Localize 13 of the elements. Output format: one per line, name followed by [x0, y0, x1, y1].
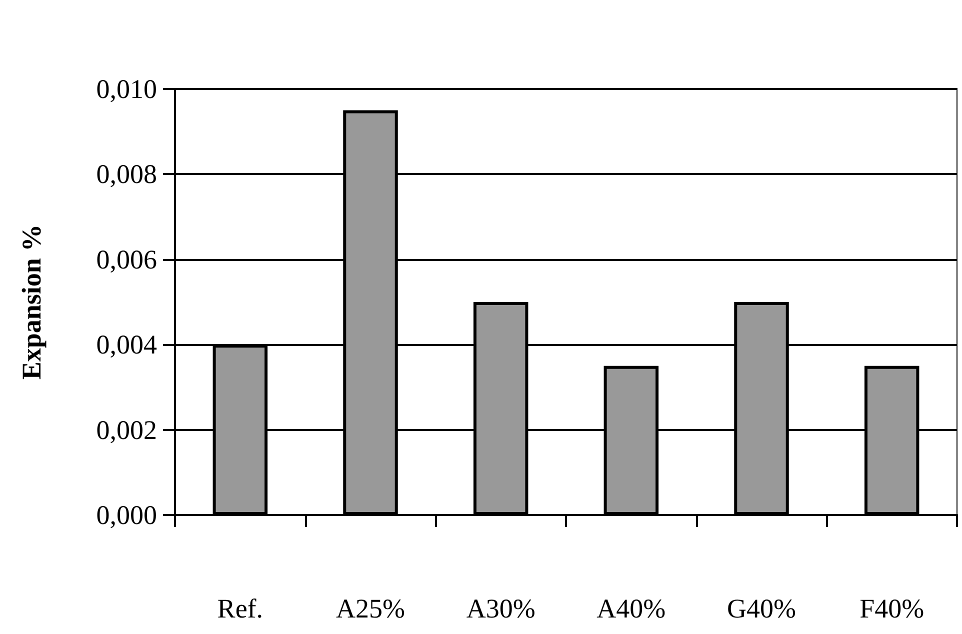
x-tick-label: A25%: [336, 594, 405, 624]
y-axis-title: Expansion %: [16, 224, 46, 380]
y-tick-label: 0,010: [96, 74, 157, 104]
x-tick-label: G40%: [727, 594, 796, 624]
x-tick-label: F40%: [860, 594, 924, 624]
y-tick-label: 0,004: [96, 330, 158, 360]
x-tick-label: A30%: [466, 594, 536, 624]
x-tick-label: A40%: [596, 594, 666, 624]
x-tick-label: Ref.: [217, 594, 264, 624]
y-tick-label: 0,008: [96, 159, 157, 190]
y-tick-label: 0,000: [96, 500, 157, 530]
y-tick-label: 0,002: [96, 414, 157, 445]
y-tick-label: 0,006: [96, 244, 157, 274]
